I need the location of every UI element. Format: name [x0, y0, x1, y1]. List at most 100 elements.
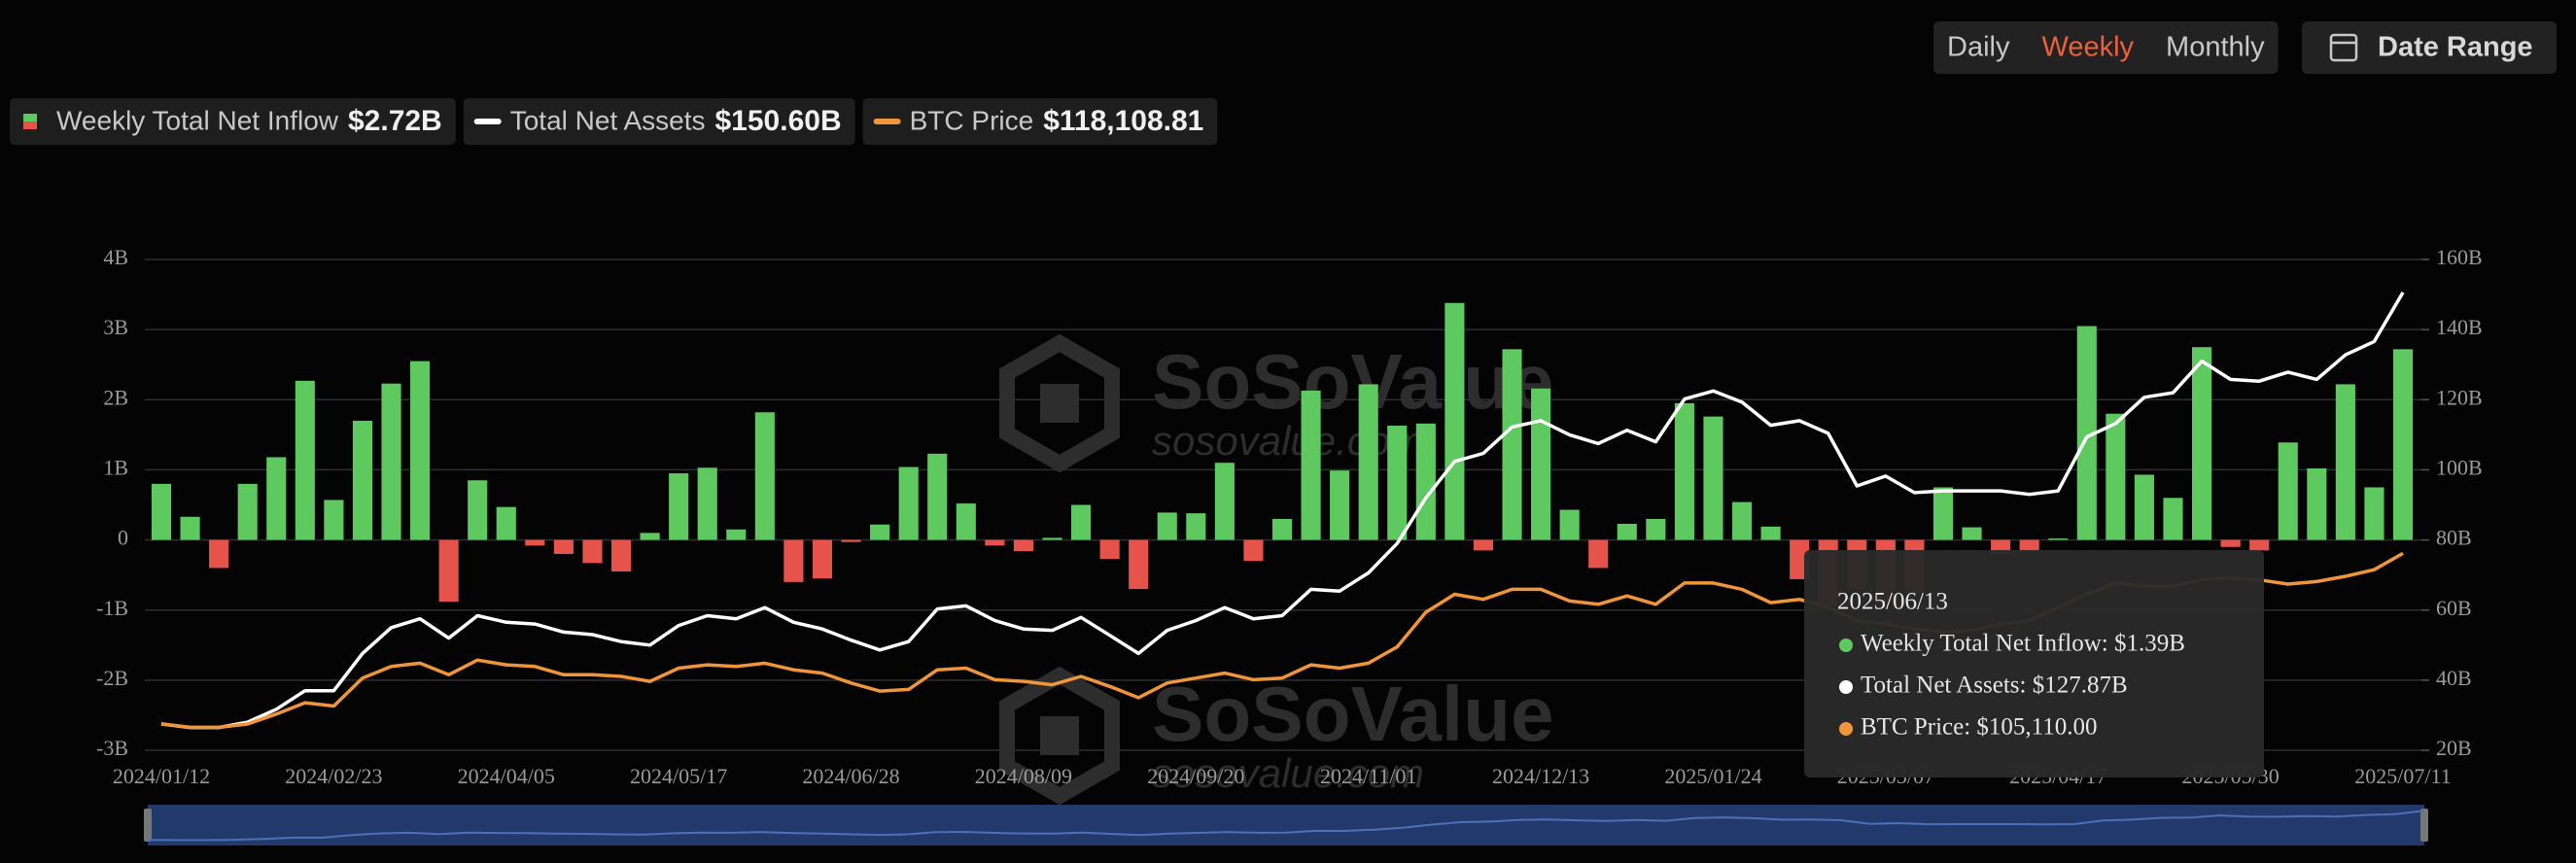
- bar: [1099, 539, 1120, 560]
- tooltip-box: [1804, 550, 2264, 777]
- y2-tick-label: 80B: [2436, 526, 2472, 550]
- bar: [1646, 518, 1666, 540]
- bar: [870, 524, 890, 540]
- x-tick-label: 2024/05/17: [630, 764, 727, 788]
- x-tick-label: 2024/01/12: [113, 764, 210, 788]
- slider-handle[interactable]: [2420, 809, 2428, 842]
- y-tick-label: 4B: [103, 245, 128, 269]
- legend-item[interactable]: BTC Price $118,108.81: [862, 98, 1218, 145]
- bar: [295, 380, 315, 540]
- bar: [582, 539, 603, 564]
- bar: [2106, 413, 2126, 540]
- bar: [1703, 416, 1723, 540]
- bar: [1473, 539, 1494, 551]
- bar: [1214, 463, 1235, 540]
- legend: Weekly Total Net Inflow $2.72B Total Net A…: [10, 98, 1218, 145]
- range-slider: [144, 805, 2428, 846]
- legend-swatch: [23, 121, 37, 129]
- y2-tick-label: 140B: [2436, 315, 2483, 339]
- bar: [956, 503, 976, 540]
- tooltip-date: 2025/06/13: [1837, 589, 1948, 615]
- legend-value: $2.72B: [348, 105, 442, 137]
- bar: [1588, 539, 1609, 569]
- bar: [1243, 539, 1264, 562]
- tooltip-item: Total Net Assets: $127.87B: [1861, 673, 2128, 699]
- bar: [1013, 539, 1033, 552]
- slider-window[interactable]: [148, 805, 2424, 846]
- bar: [1445, 302, 1465, 540]
- legend-label: Total Net Assets: [510, 105, 706, 135]
- bar: [2364, 487, 2385, 540]
- bar: [438, 539, 459, 603]
- legend-item[interactable]: Total Net Assets $150.60B: [463, 98, 855, 145]
- bar: [2134, 474, 2154, 540]
- line: [160, 292, 2405, 730]
- y2-tick-label: 20B: [2436, 736, 2472, 760]
- bar: [726, 529, 747, 540]
- date-range-button[interactable]: [2302, 21, 2557, 74]
- y-tick-label: 0: [118, 526, 128, 550]
- x-tick-label: 2024/06/28: [802, 764, 899, 788]
- bar: [669, 473, 689, 540]
- period-button[interactable]: Weekly: [2041, 32, 2134, 63]
- tooltip-item: BTC Price: $105,110.00: [1861, 714, 2098, 741]
- bar: [1932, 487, 1954, 540]
- bar: [1731, 501, 1753, 540]
- bar: [927, 453, 948, 540]
- bar: [1674, 402, 1694, 540]
- bar: [1186, 513, 1206, 540]
- bar: [2076, 326, 2097, 540]
- bar: [2307, 467, 2327, 540]
- slider-handle[interactable]: [144, 809, 152, 842]
- watermark-site: sosovalue.com: [1152, 418, 1424, 464]
- watermark-logo: [999, 333, 1120, 473]
- legend-box: [463, 98, 855, 145]
- bar: [1531, 388, 1551, 540]
- y-tick-label: -1B: [96, 596, 128, 620]
- slider-line: [147, 810, 2425, 842]
- x-tick-label: 2024/04/05: [458, 764, 555, 788]
- date-range-label[interactable]: Date Range: [2378, 32, 2533, 63]
- bar: [468, 480, 488, 540]
- x-tick-label: 2024/11/01: [1320, 764, 1416, 788]
- watermark: SoSoValue sosovalue.com SoSoValue sosova…: [999, 333, 1553, 806]
- tooltip-dot: [1839, 639, 1853, 652]
- bar: [2191, 347, 2212, 540]
- legend-box: [10, 98, 456, 145]
- y2-tick-label: 160B: [2436, 245, 2483, 269]
- bar: [266, 457, 287, 540]
- controls: Daily Weekly Monthly Date Range: [1933, 21, 2557, 74]
- y-tick-label: 2B: [103, 385, 128, 409]
- period-button[interactable]: Daily: [1947, 32, 2010, 63]
- watermark-site: sosovalue.com: [1152, 750, 1424, 796]
- bar: [812, 539, 833, 579]
- bar: [352, 420, 373, 540]
- bar: [2392, 349, 2414, 540]
- bar: [1330, 470, 1350, 540]
- tooltip-dot: [1839, 722, 1853, 736]
- bar: [151, 483, 172, 540]
- legend-item[interactable]: Weekly Total Net Inflow $2.72B: [10, 98, 456, 145]
- bar: [525, 539, 545, 546]
- y-tick-label: -3B: [96, 736, 128, 760]
- bar: [1415, 423, 1436, 540]
- bar: [2163, 498, 2183, 540]
- watermark-logo: [999, 666, 1120, 806]
- bar: [1387, 425, 1408, 540]
- bar: [2220, 539, 2241, 547]
- legend-label: Weekly Total Net Inflow: [56, 105, 339, 135]
- y-tick-label: 1B: [103, 455, 128, 479]
- bar: [1070, 504, 1092, 540]
- bar: [2048, 538, 2069, 540]
- bar: [1301, 390, 1321, 540]
- bar: [754, 412, 775, 540]
- x-tick-label: 2024/12/13: [1492, 764, 1589, 788]
- watermark-brand: SoSoValue: [1152, 671, 1553, 757]
- calendar-icon: [2329, 33, 2358, 62]
- period-button[interactable]: Monthly: [2166, 32, 2265, 63]
- bar: [2278, 442, 2298, 540]
- y-tick-label: 3B: [103, 315, 128, 339]
- x-tick-label: 2024/02/23: [285, 764, 382, 788]
- x-tick-label: 2024/08/09: [975, 764, 1072, 788]
